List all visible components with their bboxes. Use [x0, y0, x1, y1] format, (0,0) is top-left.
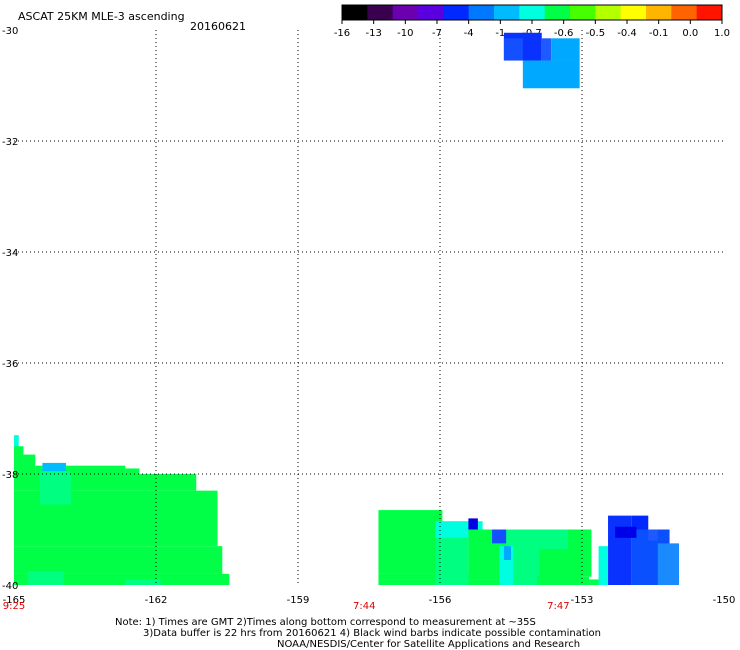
footer-notes: Note: 1) Times are GMT 2)Times along bot…: [115, 617, 601, 650]
colorbar-swatch: [392, 5, 419, 20]
colorbar-swatch: [544, 5, 571, 20]
data-cell: [35, 465, 126, 474]
data-cell: [378, 573, 582, 580]
colorbar-swatch: [570, 5, 596, 20]
data-cell: [503, 546, 511, 561]
chart-date: 20160621: [190, 20, 246, 33]
colorbar-swatch: [468, 5, 495, 20]
colorbar-swatch: [418, 5, 444, 20]
chart-title: ASCAT 25KM MLE-3 ascending: [18, 10, 185, 23]
y-tick-label: -36: [2, 359, 18, 370]
data-cell: [503, 38, 523, 61]
y-tick-label: -38: [2, 470, 18, 481]
x-tick-label: -153: [571, 595, 594, 606]
colorbar-label: -13: [365, 28, 381, 39]
colorbar-swatch: [342, 5, 368, 20]
data-cell: [615, 526, 637, 538]
colorbar-swatch: [367, 5, 394, 20]
data-cell: [28, 571, 64, 585]
data-cell: [14, 446, 24, 474]
time-label: 9:25: [3, 601, 25, 612]
colorbar-swatch: [595, 5, 622, 20]
data-cell: [468, 518, 478, 530]
time-labels: 9:25 7:44 7:47: [3, 601, 570, 612]
colorbar-swatch: [443, 5, 470, 20]
data-cell: [598, 546, 609, 585]
time-label: 7:47: [547, 601, 569, 612]
y-axis: -30 -32 -34 -36 -38 -40: [2, 26, 18, 592]
x-axis: -165 -162 -159 -156 -153 -150: [3, 595, 736, 606]
x-tick-label: -159: [287, 595, 310, 606]
data-cell: [492, 529, 507, 544]
colorbar-label: 1.0: [714, 28, 730, 39]
colorbar-swatch: [519, 5, 546, 20]
colorbar-label: -0.5: [586, 28, 606, 39]
data-cell: [539, 529, 568, 549]
note-line-3: NOAA/NESDIS/Center for Satellite Applica…: [277, 639, 580, 650]
data-cell: [648, 529, 658, 541]
data-cell: [14, 573, 230, 585]
data-cell: [378, 579, 606, 585]
colorbar-swatch: [646, 5, 672, 20]
colorbar-swatch: [620, 5, 647, 20]
data-cell: [522, 60, 580, 89]
x-tick-label: -162: [145, 595, 168, 606]
colorbar-swatch: [494, 5, 520, 20]
note-line-2: 3)Data buffer is 22 hrs from 20160621 4)…: [143, 628, 601, 639]
colorbar-swatch: [696, 5, 723, 20]
y-tick-label: -30: [2, 26, 18, 37]
data-cell: [631, 515, 649, 530]
colorbar-label: -7: [432, 28, 442, 39]
grid-lines: [14, 30, 724, 585]
colorbar-label: -10: [397, 28, 413, 39]
data-cell: [125, 468, 140, 474]
data-cell: [608, 515, 632, 585]
data-cell: [537, 576, 590, 585]
colorbar-label: 0.0: [682, 28, 698, 39]
data-cell: [23, 454, 36, 474]
y-tick-label: -34: [2, 248, 18, 259]
colorbar: -16-13-10-7-4-1-0.7-0.6-0.5-0.4-0.10.01.…: [334, 4, 730, 39]
time-label: 7:44: [353, 601, 375, 612]
x-tick-label: -165: [3, 595, 26, 606]
data-cell: [657, 543, 680, 585]
data-cell: [14, 546, 223, 574]
data-cells: [14, 32, 680, 585]
data-cell: [378, 510, 443, 574]
data-cell: [125, 579, 161, 585]
colorbar-label: -0.6: [554, 28, 574, 39]
colorbar-label: -1: [495, 28, 505, 39]
colorbar-label: -16: [334, 28, 350, 39]
data-cell: [513, 529, 540, 585]
colorbar-label: -0.1: [649, 28, 669, 39]
data-cell: [40, 471, 71, 505]
x-tick-label: -156: [429, 595, 452, 606]
x-tick-label: -150: [713, 595, 736, 606]
colorbar-swatch: [671, 5, 698, 20]
y-tick-label: -32: [2, 137, 18, 148]
data-cell: [541, 38, 552, 61]
data-cell: [551, 38, 580, 61]
data-cell: [42, 462, 67, 472]
note-line-1: Note: 1) Times are GMT 2)Times along bot…: [115, 617, 536, 628]
data-cell: [435, 529, 469, 585]
colorbar-label: -4: [464, 28, 474, 39]
colorbar-label: -0.4: [617, 28, 637, 39]
data-cell: [506, 529, 516, 547]
y-tick-label: -40: [2, 581, 18, 592]
